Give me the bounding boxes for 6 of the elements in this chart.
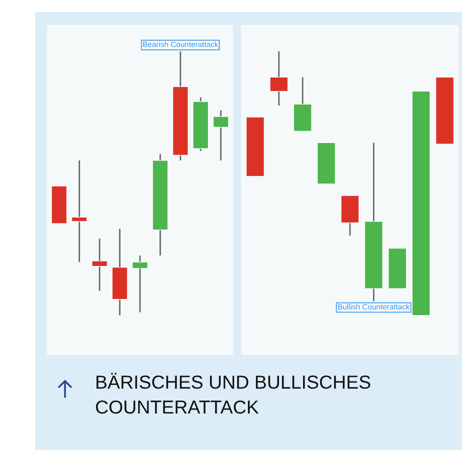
candlestick: [213, 110, 229, 162]
candlestick: [270, 50, 288, 106]
text: BÄRISCHES UND BULLISCHES COUNTERATTACK: [96, 372, 370, 414]
candlestick: [71, 160, 88, 263]
candlestick: [92, 238, 108, 292]
candlestick: [132, 254, 148, 313]
